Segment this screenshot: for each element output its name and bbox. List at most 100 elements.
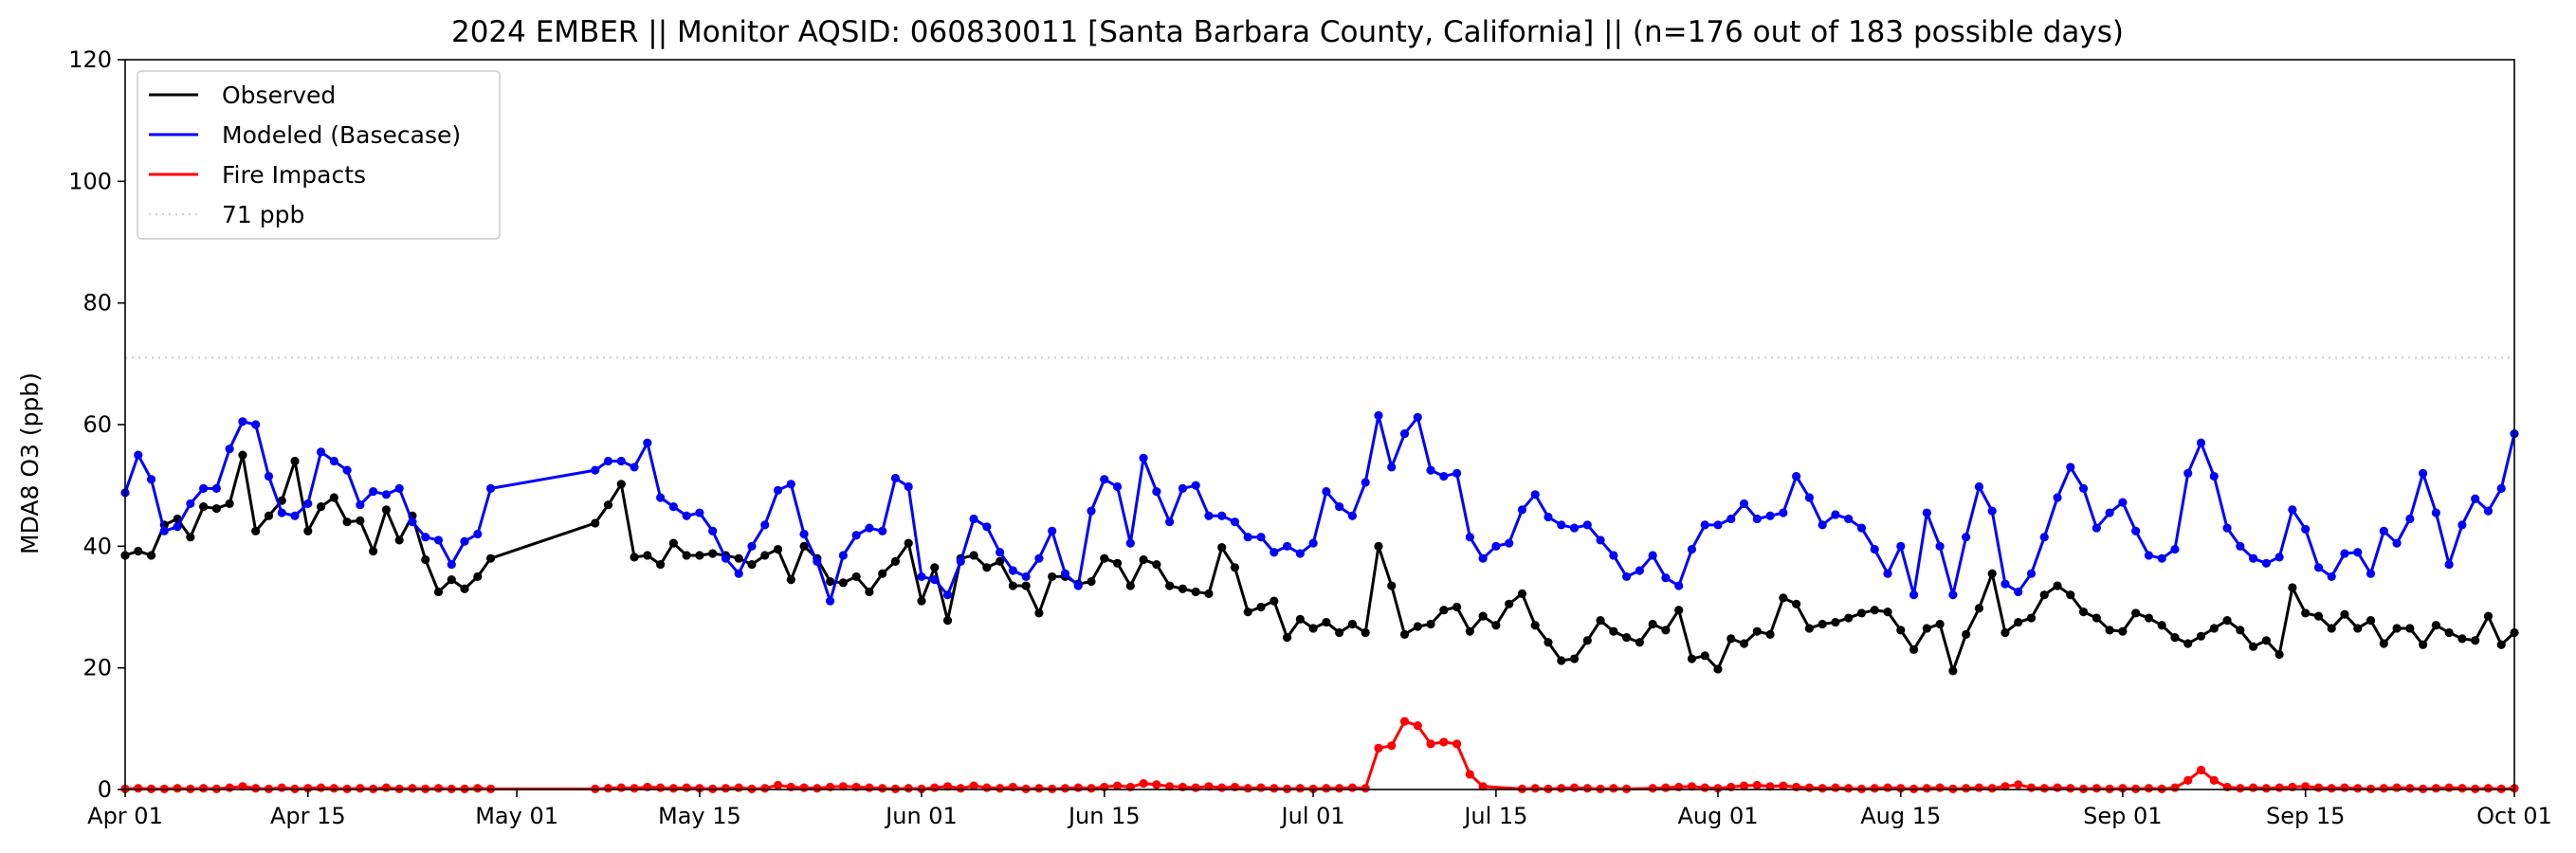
data-point-observed bbox=[591, 518, 600, 528]
x-tick-label: Jun 15 bbox=[1067, 803, 1141, 829]
data-point-fire-impacts bbox=[1399, 717, 1410, 726]
data-point-fire-impacts bbox=[1974, 783, 1984, 792]
data-point-fire-impacts bbox=[2039, 784, 2049, 793]
data-point-modeled-basecase bbox=[329, 456, 338, 466]
data-point-observed bbox=[1347, 619, 1358, 629]
data-point-modeled-basecase bbox=[1569, 523, 1580, 533]
data-point-modeled-basecase bbox=[2183, 468, 2193, 478]
data-point-observed bbox=[603, 500, 613, 510]
data-point-modeled-basecase bbox=[1060, 569, 1070, 578]
data-point-fire-impacts bbox=[1295, 784, 1305, 793]
data-point-observed bbox=[1765, 629, 1775, 639]
data-point-modeled-basecase bbox=[1530, 490, 1540, 499]
data-point-fire-impacts bbox=[1883, 783, 1892, 792]
data-point-observed bbox=[826, 576, 835, 587]
data-point-modeled-basecase bbox=[1322, 486, 1331, 497]
data-point-modeled-basecase bbox=[2078, 483, 2089, 493]
data-point-modeled-basecase bbox=[1739, 499, 1749, 509]
data-point-fire-impacts bbox=[1752, 780, 1762, 790]
data-point-observed bbox=[1426, 619, 1435, 629]
data-point-fire-impacts bbox=[2209, 775, 2219, 785]
data-point-modeled-basecase bbox=[1635, 566, 1644, 575]
data-point-observed bbox=[2405, 624, 2415, 633]
data-point-modeled-basecase bbox=[1152, 486, 1161, 497]
data-point-fire-impacts bbox=[695, 784, 704, 793]
data-point-modeled-basecase bbox=[1347, 511, 1358, 520]
data-point-modeled-basecase bbox=[917, 572, 926, 582]
data-point-observed bbox=[356, 516, 365, 525]
data-point-fire-impacts bbox=[1426, 739, 1435, 749]
data-point-observed bbox=[1687, 654, 1697, 663]
data-point-fire-impacts bbox=[1387, 741, 1397, 751]
data-point-modeled-basecase bbox=[1139, 453, 1148, 463]
data-point-modeled-basecase bbox=[2248, 554, 2258, 563]
data-point-fire-impacts bbox=[1648, 784, 1657, 793]
data-point-observed bbox=[2419, 640, 2428, 649]
data-point-fire-impacts bbox=[1243, 784, 1252, 793]
data-point-modeled-basecase bbox=[682, 511, 691, 520]
data-point-modeled-basecase bbox=[2405, 514, 2415, 524]
x-tick-label: Oct 01 bbox=[2476, 803, 2552, 829]
data-point-modeled-basecase bbox=[2092, 523, 2101, 533]
data-point-modeled-basecase bbox=[1034, 554, 1044, 563]
data-point-modeled-basecase bbox=[1856, 523, 1867, 533]
data-point-modeled-basecase bbox=[2301, 524, 2311, 534]
data-point-observed bbox=[1635, 638, 1644, 647]
data-point-observed bbox=[2092, 613, 2101, 623]
data-point-modeled-basecase bbox=[433, 535, 444, 545]
data-point-modeled-basecase bbox=[668, 502, 678, 512]
data-point-modeled-basecase bbox=[342, 465, 352, 475]
data-point-fire-impacts bbox=[1112, 781, 1123, 790]
data-point-fire-impacts bbox=[473, 784, 483, 793]
data-point-observed bbox=[734, 554, 743, 563]
data-point-fire-impacts bbox=[1922, 784, 1931, 793]
data-point-modeled-basecase bbox=[1399, 429, 1410, 439]
data-point-observed bbox=[1361, 627, 1370, 638]
data-point-observed bbox=[2131, 608, 2141, 618]
data-point-fire-impacts bbox=[1609, 784, 1618, 793]
data-point-modeled-basecase bbox=[2275, 553, 2284, 562]
data-point-observed bbox=[433, 587, 444, 597]
data-point-modeled-basecase bbox=[2444, 559, 2454, 570]
data-point-observed bbox=[942, 616, 953, 626]
data-point-fire-impacts bbox=[1217, 783, 1227, 792]
data-point-fire-impacts bbox=[1896, 784, 1906, 793]
data-point-modeled-basecase bbox=[1217, 511, 1227, 520]
data-point-fire-impacts bbox=[1557, 784, 1566, 793]
data-point-observed bbox=[1713, 664, 1723, 674]
data-point-modeled-basecase bbox=[277, 508, 286, 517]
series-fire-impacts bbox=[120, 717, 2519, 793]
data-point-fire-impacts bbox=[1270, 784, 1279, 793]
data-point-modeled-basecase bbox=[996, 548, 1005, 557]
data-point-modeled-basecase bbox=[1100, 475, 1109, 484]
data-point-modeled-basecase bbox=[2379, 526, 2388, 535]
data-point-fire-impacts bbox=[969, 781, 978, 790]
series-line-fire-impacts bbox=[124, 719, 2515, 790]
data-point-modeled-basecase bbox=[1048, 526, 1057, 535]
data-point-observed bbox=[394, 535, 404, 545]
data-point-fire-impacts bbox=[173, 784, 182, 793]
data-point-observed bbox=[1165, 581, 1175, 590]
data-point-modeled-basecase bbox=[1987, 506, 1997, 516]
data-point-observed bbox=[1974, 604, 1984, 613]
data-point-observed bbox=[1935, 619, 1945, 629]
data-point-observed bbox=[1648, 619, 1657, 629]
data-point-fire-impacts bbox=[1478, 782, 1488, 791]
data-point-fire-impacts bbox=[2014, 780, 2023, 789]
data-point-observed bbox=[643, 551, 652, 560]
data-point-fire-impacts bbox=[1739, 781, 1749, 790]
data-point-observed bbox=[1909, 644, 1919, 655]
y-tick-label: 20 bbox=[82, 655, 112, 681]
data-point-modeled-basecase bbox=[2131, 526, 2141, 535]
data-point-modeled-basecase bbox=[1922, 508, 1931, 517]
data-point-observed bbox=[146, 551, 156, 560]
data-point-fire-impacts bbox=[1700, 783, 1709, 792]
data-point-observed bbox=[1517, 589, 1527, 598]
data-point-observed bbox=[1217, 543, 1227, 553]
x-tick-label: Sep 01 bbox=[2083, 803, 2162, 829]
data-point-modeled-basecase bbox=[264, 471, 274, 481]
data-point-observed bbox=[1569, 654, 1580, 663]
data-point-modeled-basecase bbox=[1779, 508, 1788, 517]
data-point-observed bbox=[447, 575, 456, 585]
data-point-observed bbox=[1792, 599, 1801, 608]
